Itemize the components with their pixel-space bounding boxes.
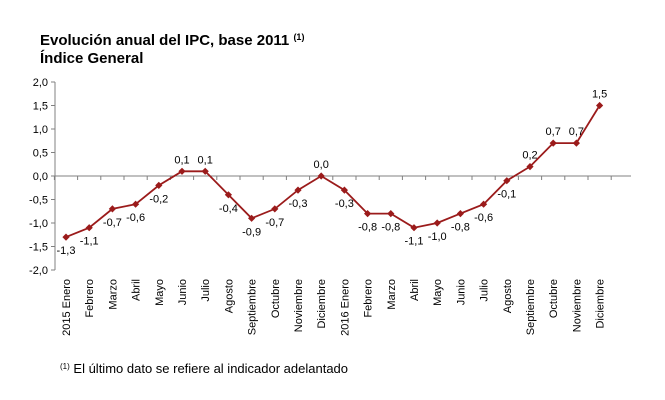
data-label: -1,3 — [57, 245, 76, 257]
data-point — [294, 186, 302, 194]
x-tick-label: Junio — [177, 279, 189, 305]
data-label: -0,2 — [149, 193, 168, 205]
y-tick-label: -2,0 — [29, 265, 48, 277]
x-tick-label: Noviembre — [293, 279, 305, 332]
title-footnote-mark: (1) — [293, 32, 305, 42]
data-label: -0,6 — [474, 212, 493, 224]
data-point — [62, 233, 70, 241]
x-tick-label: Septiembre — [525, 279, 537, 335]
data-point — [410, 224, 418, 232]
y-tick-label: -1,0 — [29, 218, 48, 230]
x-tick-label: Septiembre — [247, 279, 259, 335]
x-tick-label: Noviembre — [571, 279, 583, 332]
data-label: 0,2 — [522, 150, 537, 162]
x-tick-label: Julio — [479, 279, 491, 302]
y-tick-label: 2,0 — [33, 77, 48, 89]
data-point — [572, 139, 580, 147]
data-point — [503, 177, 511, 185]
x-tick-label: Mayo — [432, 279, 444, 306]
x-tick-label: Diciembre — [316, 279, 328, 329]
x-tick-label: Febrero — [363, 279, 375, 318]
data-point — [155, 181, 163, 189]
x-tick-label: 2015 Enero — [61, 279, 73, 336]
data-point — [132, 200, 140, 208]
y-tick-label: -0,5 — [29, 195, 48, 207]
x-tick-label: Diciembre — [595, 279, 607, 329]
data-label: -1,1 — [405, 236, 424, 248]
data-point — [271, 205, 279, 213]
x-tick-label: Octubre — [548, 279, 560, 318]
x-tick-label: Marzo — [107, 279, 119, 310]
x-tick-label: Febrero — [84, 279, 96, 318]
data-point — [85, 224, 93, 232]
data-label: 0,7 — [569, 126, 584, 138]
footnote: (1) El último dato se refiere al indicad… — [60, 361, 348, 376]
x-tick-label: 2016 Enero — [339, 279, 351, 336]
data-label: 0,7 — [546, 126, 561, 138]
y-tick-label: -1,5 — [29, 242, 48, 254]
y-tick-label: 1,5 — [33, 101, 48, 113]
data-point — [433, 219, 441, 227]
data-point — [178, 167, 186, 175]
x-tick-label: Marzo — [386, 279, 398, 310]
x-tick-label: Octubre — [270, 279, 282, 318]
data-label: 0,1 — [174, 154, 189, 166]
data-label: -0,6 — [126, 212, 145, 224]
x-tick-label: Mayo — [154, 279, 166, 306]
data-label: 0,0 — [314, 159, 329, 171]
footnote-mark: (1) — [60, 362, 70, 371]
data-point — [480, 200, 488, 208]
data-point — [364, 210, 372, 218]
y-tick-label: 0,5 — [33, 148, 48, 160]
data-label: -0,8 — [381, 222, 400, 234]
y-tick-label: 1,0 — [33, 124, 48, 136]
chart-subtitle: Índice General — [40, 50, 144, 67]
chart-title: Evolución anual del IPC, base 2011 (1) Í… — [40, 28, 304, 68]
x-tick-label: Abril — [409, 279, 421, 301]
data-point — [549, 139, 557, 147]
data-label: -0,8 — [451, 222, 470, 234]
footnote-text: El último dato se refiere al indicador a… — [73, 361, 349, 376]
chart-title-text: Evolución anual del IPC, base 2011 — [40, 32, 290, 49]
x-tick-label: Junio — [455, 279, 467, 305]
data-point — [456, 210, 464, 218]
data-point — [526, 163, 534, 171]
data-label: -0,7 — [103, 217, 122, 229]
data-label: 0,1 — [198, 154, 213, 166]
data-label: -0,1 — [497, 189, 516, 201]
data-label: -0,7 — [265, 217, 284, 229]
data-label: -0,8 — [358, 222, 377, 234]
data-point — [387, 210, 395, 218]
data-label: -1,0 — [428, 231, 447, 243]
data-point — [596, 101, 604, 110]
data-label: -0,3 — [335, 198, 354, 210]
data-label: -0,4 — [219, 203, 238, 215]
x-tick-label: Agosto — [223, 279, 235, 313]
x-tick-label: Agosto — [502, 279, 514, 313]
data-label: -0,3 — [289, 198, 308, 210]
data-point — [317, 172, 325, 180]
data-label: 1,5 — [592, 89, 607, 101]
data-point — [201, 167, 209, 175]
x-tick-label: Abril — [131, 279, 143, 301]
data-label: -0,9 — [242, 226, 261, 238]
data-point — [108, 205, 116, 213]
x-tick-label: Julio — [200, 279, 212, 302]
data-point — [224, 191, 232, 199]
data-point — [248, 214, 256, 222]
series-line — [65, 105, 601, 238]
y-tick-label: 0,0 — [33, 171, 48, 183]
data-point — [340, 186, 348, 194]
data-label: -1,1 — [80, 236, 99, 248]
